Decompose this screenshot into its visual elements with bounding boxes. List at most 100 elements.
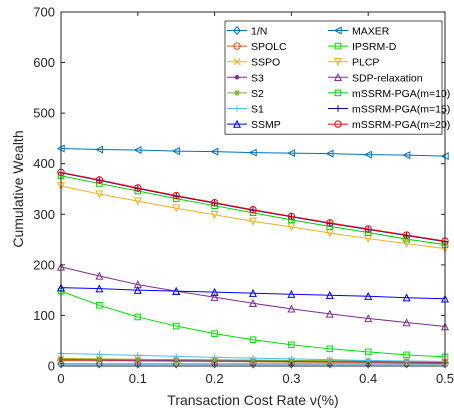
series-13-point-3 (172, 191, 180, 200)
x-tick-label: 0.3 (282, 371, 300, 386)
series-10 (57, 350, 449, 365)
series-1-point-1 (95, 145, 104, 154)
legend-label-11: mSSRM-PGA(m=15) (352, 104, 450, 116)
series-5-point-1 (95, 190, 104, 199)
series-1-point-4 (210, 147, 219, 156)
series-10-point-9 (403, 357, 410, 365)
y-tick-label: 100 (33, 308, 55, 323)
series-13-point-8 (364, 225, 372, 233)
legend-label-7: SDP-relaxation (352, 72, 423, 84)
legend-label-10: S1 (251, 104, 264, 116)
legend-marker-12 (232, 119, 242, 128)
series-5-point-6 (287, 223, 296, 232)
legend-marker-2 (233, 42, 241, 50)
series-3-point-8 (364, 348, 372, 356)
series-10-point-4 (211, 354, 218, 361)
series-13-point-5 (249, 206, 257, 214)
series-12-point-6 (287, 289, 296, 298)
legend-entry-1: MAXER (328, 26, 390, 38)
series-5-point-7 (325, 229, 334, 238)
legend-marker-13 (334, 120, 342, 128)
series-12 (56, 283, 450, 303)
series-line-3 (60, 290, 446, 358)
series-0-point-2 (133, 359, 142, 369)
series-9 (57, 172, 449, 248)
series-5-point-4 (210, 211, 219, 220)
legend-marker-5 (333, 58, 343, 67)
series-1-point-3 (171, 147, 180, 156)
x-tick-label: 0.2 (206, 371, 224, 386)
series-13-point-4 (210, 198, 219, 207)
legend-marker-7 (333, 72, 343, 81)
series-line-1 (60, 148, 446, 157)
series-10-point-7 (326, 356, 333, 363)
series-12-point-9 (402, 293, 411, 302)
series-1-point-5 (248, 148, 257, 157)
series-3-point-9 (403, 351, 410, 359)
legend-entry-11: mSSRM-PGA(m=15) (328, 104, 450, 116)
legend-label-0: 1/N (251, 26, 267, 38)
series-5-point-5 (248, 217, 258, 226)
series-1-point-9 (402, 151, 411, 160)
series-12-point-7 (325, 290, 334, 299)
x-tick-label: 0 (57, 371, 64, 386)
legend-label-6: S3 (251, 72, 264, 84)
legend-entry-9: mSSRM-PGA(m=10) (328, 88, 450, 100)
x-tick-label: 0.4 (359, 371, 377, 386)
series-7-point-4 (210, 292, 219, 301)
series-10-point-2 (134, 352, 141, 359)
legend-marker-4 (233, 58, 241, 66)
series-layer (56, 144, 450, 369)
series-3-point-6 (288, 341, 295, 349)
series-7-point-5 (248, 298, 258, 307)
legend-marker-11 (334, 105, 342, 112)
series-12-point-2 (133, 285, 142, 294)
y-tick-label: 700 (33, 5, 55, 20)
series-line-5 (60, 185, 446, 250)
y-tick-label: 600 (33, 55, 55, 70)
series-7-point-7 (325, 309, 334, 318)
series-12-point-3 (172, 286, 181, 295)
legend-label-12: SSMP (251, 119, 281, 131)
legend-label-3: IPSRM-D (352, 41, 397, 53)
legend-entry-10: S1 (227, 104, 264, 116)
series-5-point-9 (402, 239, 411, 248)
y-tick-label: 400 (33, 156, 55, 171)
ticks-layer: 0 0.1 0.2 0.3 0.4 0.5 0 100 200 300 400 500 600 700 (33, 5, 454, 387)
legend-marker-1 (333, 26, 342, 35)
y-tick-label: 300 (33, 207, 55, 222)
legend-label-9: mSSRM-PGA(m=10) (352, 88, 450, 100)
legend: 1/N MAXER SPOLC IPSRM-D SSPO PLCP S3 SDP-relaxa… (224, 20, 450, 135)
series-3-point-3 (172, 322, 180, 330)
x-axis-title: Transaction Cost Rate ν(%) (167, 392, 338, 408)
series-line-13 (60, 171, 446, 242)
series-line-7 (60, 266, 446, 328)
legend-label-4: SSPO (251, 57, 280, 69)
legend-entry-5: PLCP (328, 57, 379, 69)
series-8-point-3 (173, 356, 180, 363)
series-10-point-3 (173, 353, 180, 360)
legend-entry-13: mSSRM-PGA(m=20) (328, 119, 450, 131)
legend-entry-8: S2 (227, 88, 264, 100)
series-10-point-5 (249, 354, 257, 362)
series-1-point-6 (287, 149, 296, 158)
legend-marker-0 (233, 25, 241, 36)
legend-label-1: MAXER (352, 26, 390, 38)
legend-entry-4: SSPO (227, 57, 280, 69)
series-1-point-2 (133, 146, 142, 155)
series-3-point-7 (326, 345, 334, 353)
series-13-point-2 (134, 184, 142, 192)
legend-marker-6 (234, 75, 240, 80)
series-13-point-6 (287, 212, 296, 221)
legend-entry-2: SPOLC (227, 41, 287, 53)
series-1-point-8 (363, 150, 372, 159)
series-5 (56, 182, 450, 253)
legend-label-13: mSSRM-PGA(m=20) (352, 119, 450, 131)
series-0-point-3 (172, 359, 181, 369)
legend-entry-7: SDP-relaxation (328, 72, 423, 84)
series-1-point-7 (325, 149, 334, 158)
y-tick-label: 500 (33, 106, 55, 121)
series-line-12 (60, 287, 446, 300)
legend-label-5: PLCP (352, 57, 379, 69)
